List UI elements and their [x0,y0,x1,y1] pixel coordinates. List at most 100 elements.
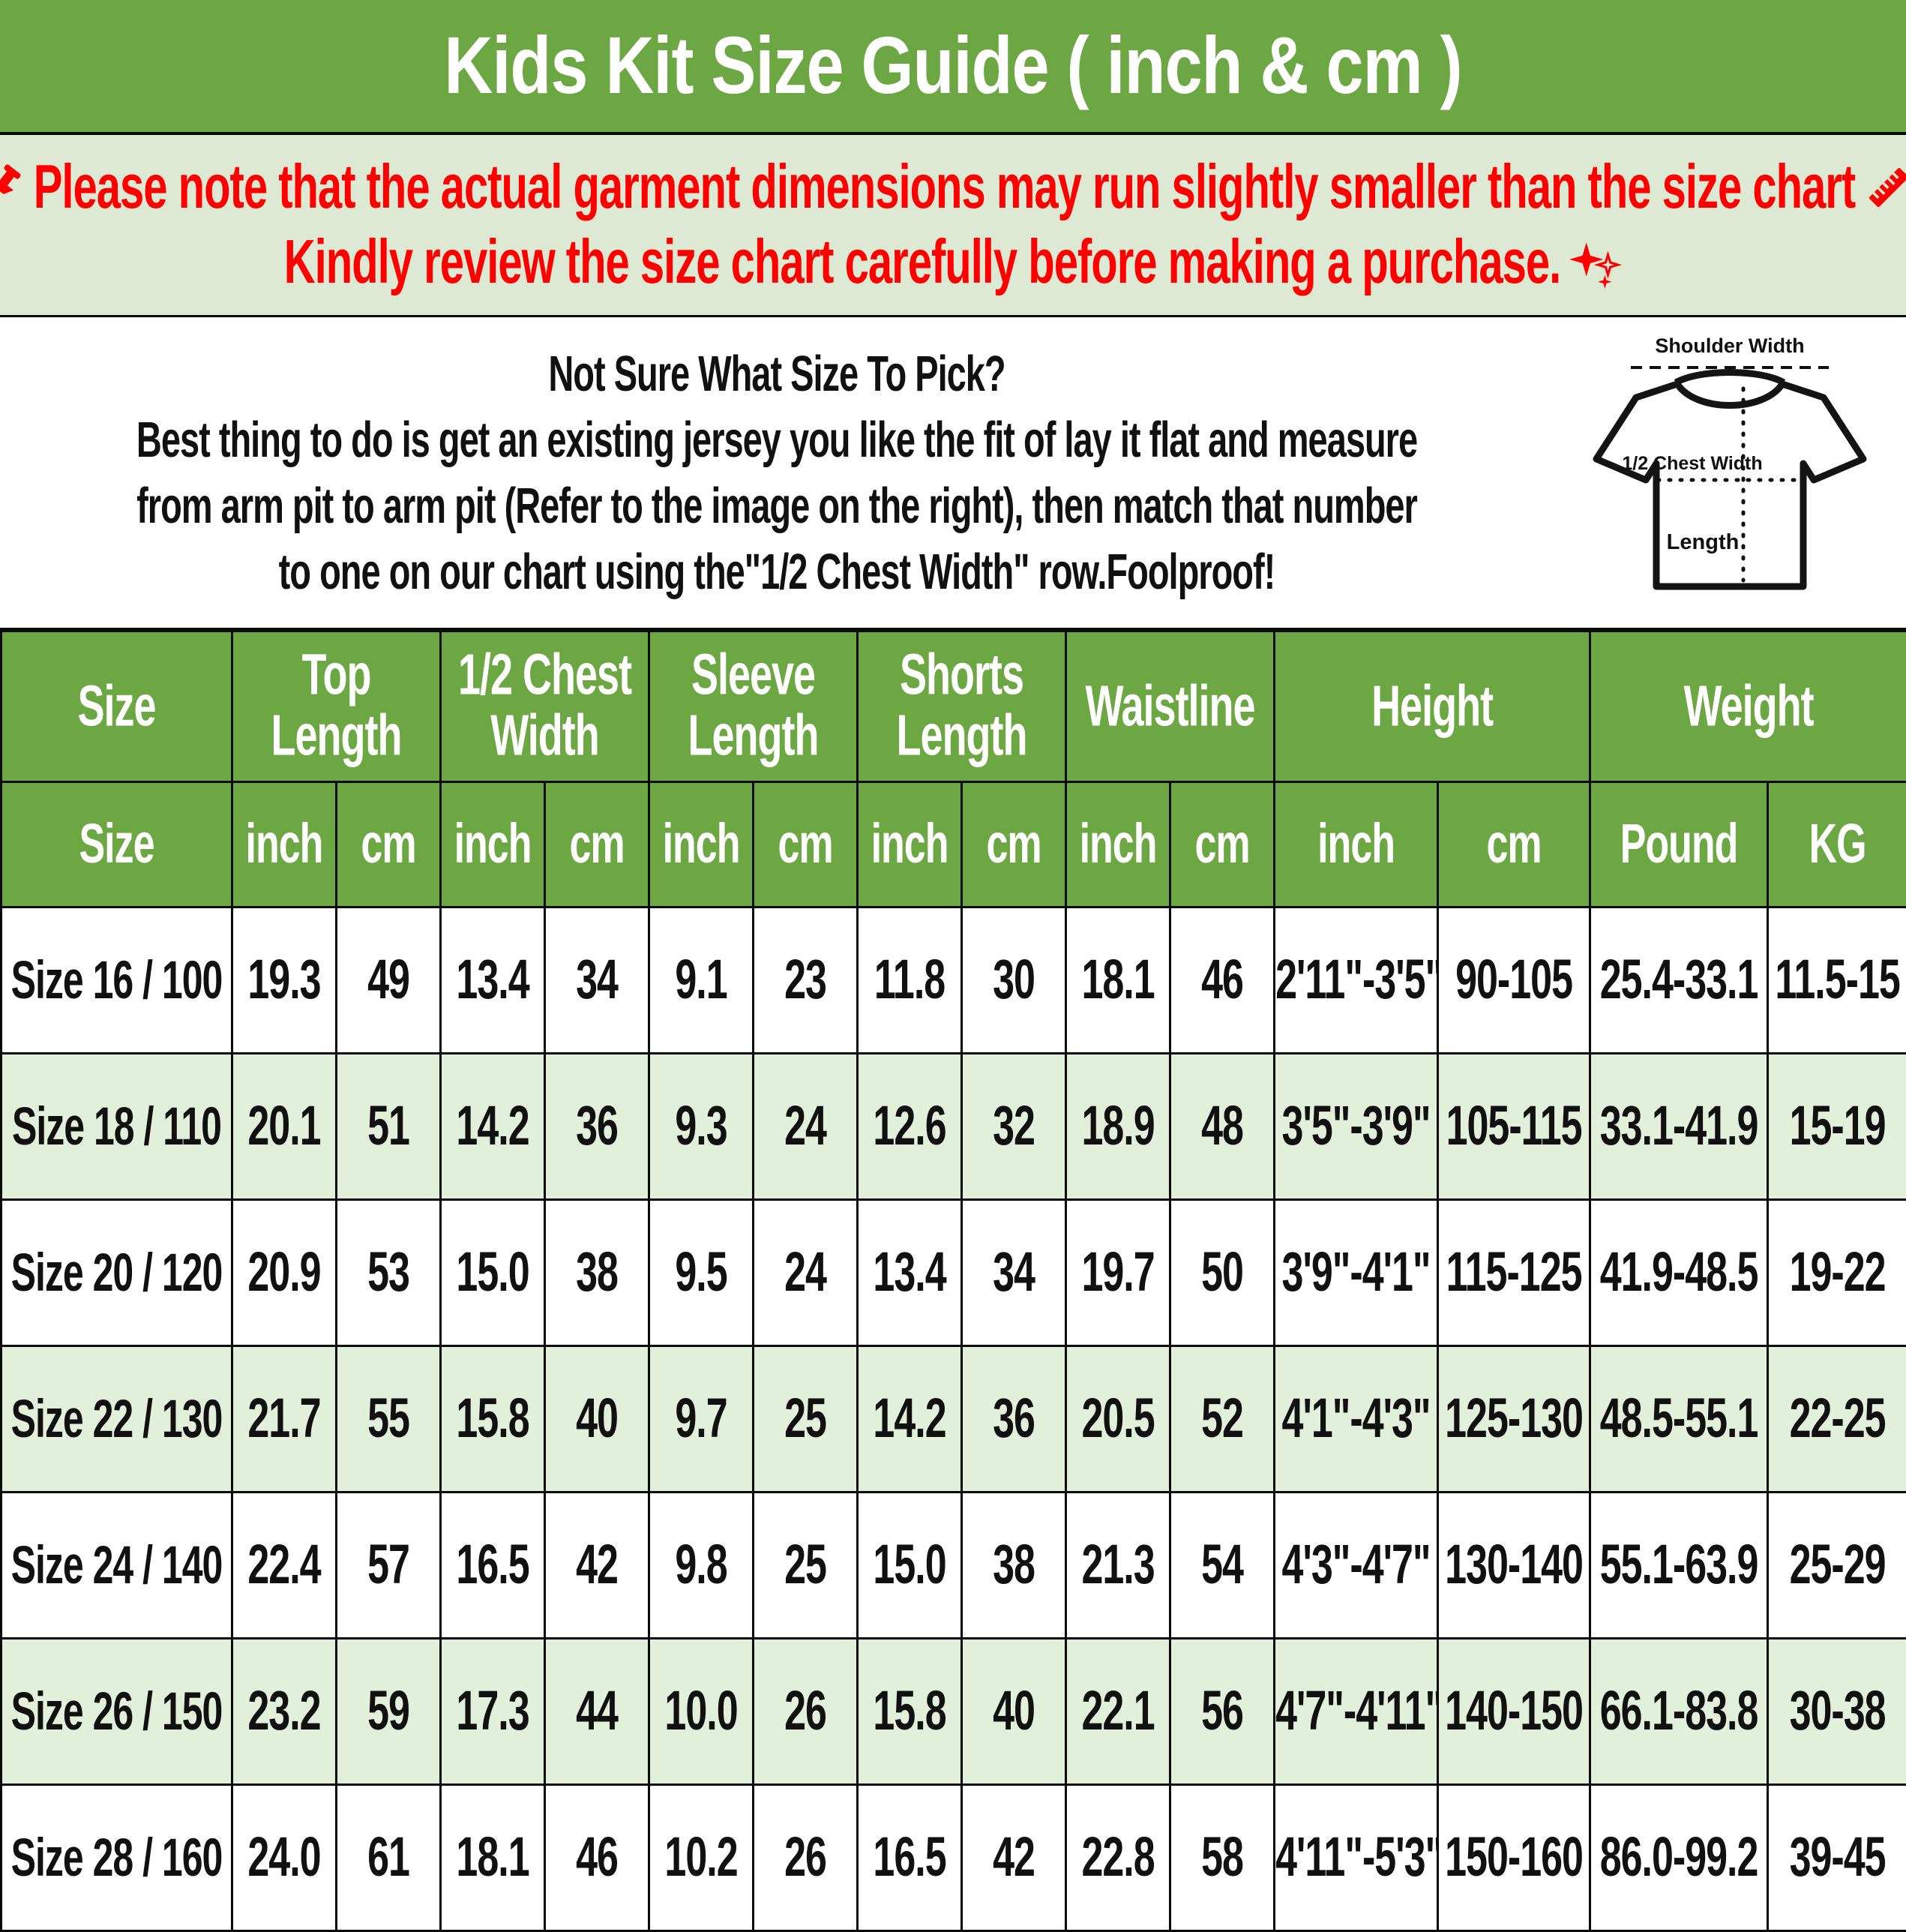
table-cell: 41.9-48.5 [1590,1200,1768,1346]
row-size-label: Size 26 / 150 [1,1639,232,1785]
row-size-label: Size 24 / 140 [1,1492,232,1639]
table-cell: 22.4 [232,1492,337,1639]
table-cell: 42 [962,1785,1066,1931]
table-cell: 20.9 [232,1200,337,1346]
intro-section: Not Sure What Size To Pick? Best thing t… [0,317,1906,630]
table-cell: 50 [1170,1200,1275,1346]
size-table: Size Top Length 1/2 Chest Width Sleeve L… [0,630,1906,1932]
table-cell: 9.8 [649,1492,754,1639]
unit-cm: cm [1170,782,1275,908]
intro-line: from arm pit to arm pit (Refer to the im… [22,472,1531,538]
table-cell: 19.3 [232,908,337,1054]
table-cell: 36 [545,1054,649,1200]
table-cell: 140-150 [1438,1639,1590,1785]
table-cell: 105-115 [1438,1054,1590,1200]
unit-inch: inch [232,782,337,908]
unit-cm: cm [962,782,1066,908]
table-cell: 17.3 [441,1639,545,1785]
header-weight: Weight [1590,632,1906,782]
header-top-length: Top Length [232,632,441,782]
table-cell: 24.0 [232,1785,337,1931]
table-cell: 25.4-33.1 [1590,908,1768,1054]
notice-banner: Please note that the actual garment dime… [0,135,1906,317]
table-cell: 13.4 [441,908,545,1054]
table-cell: 23.2 [232,1639,337,1785]
ruler-icon [1861,160,1906,215]
intro-line: Best thing to do is get an existing jers… [22,406,1531,472]
header-waistline: Waistline [1066,632,1275,782]
tshirt-collar [1676,373,1784,383]
tshirt-measure-illustration: Shoulder Width 1/2 Chest Width Length [1561,322,1899,622]
table-cell: 40 [962,1639,1066,1785]
table-cell: 20.5 [1066,1346,1170,1492]
title-bar: Kids Kit Size Guide ( inch & cm ) [0,0,1906,135]
table-cell: 38 [545,1200,649,1346]
table-cell: 58 [1170,1785,1275,1931]
tshirt-diagram: Shoulder Width 1/2 Chest Width Length [1554,317,1906,628]
unit-cm: cm [1438,782,1590,908]
intro-line: to one on our chart using the"1/2 Chest … [22,538,1531,604]
table-cell: 4'7"-4'11" [1275,1639,1438,1785]
page-title: Kids Kit Size Guide ( inch & cm ) [444,23,1461,108]
table-cell: 30-38 [1768,1639,1906,1785]
table-cell: 25 [754,1492,858,1639]
notice-line-1: Please note that the actual garment dime… [0,160,1906,215]
header-unit-row: Size inch cm inch cm inch cm inch cm inc… [1,782,1906,908]
table-cell: 34 [545,908,649,1054]
table-cell: 11.8 [858,908,962,1054]
table-cell: 15-19 [1768,1054,1906,1200]
unit-inch: inch [1275,782,1438,908]
unit-inch: inch [649,782,754,908]
row-size-label: Size 22 / 130 [1,1346,232,1492]
tshirt-outline [1596,384,1863,586]
table-cell: 21.7 [232,1346,337,1492]
table-cell: 34 [962,1200,1066,1346]
table-cell: 51 [337,1054,441,1200]
table-cell: 30 [962,908,1066,1054]
table-cell: 40 [545,1346,649,1492]
table-cell: 49 [337,908,441,1054]
table-cell: 24 [754,1200,858,1346]
notice-line-2: Kindly review the size chart carefully b… [284,235,1622,290]
table-cell: 32 [962,1054,1066,1200]
table-cell: 9.7 [649,1346,754,1492]
table-cell: 115-125 [1438,1200,1590,1346]
unit-inch: inch [1066,782,1170,908]
table-cell: 25 [754,1346,858,1492]
header-sleeve-length: Sleeve Length [649,632,858,782]
notice-text-1: Please note that the actual garment dime… [34,155,1855,220]
table-cell: 61 [337,1785,441,1931]
header-shorts-length: Shorts Length [858,632,1066,782]
table-cell: 48.5-55.1 [1590,1346,1768,1492]
table-cell: 4'3"-4'7" [1275,1492,1438,1639]
table-cell: 54 [1170,1492,1275,1639]
table-cell: 66.1-83.8 [1590,1639,1768,1785]
table-cell: 15.8 [441,1346,545,1492]
row-size-label: Size 20 / 120 [1,1200,232,1346]
table-cell: 19-22 [1768,1200,1906,1346]
table-cell: 21.3 [1066,1492,1170,1639]
row-size-label: Size 28 / 160 [1,1785,232,1931]
table-cell: 150-160 [1438,1785,1590,1931]
table-cell: 18.1 [441,1785,545,1931]
table-cell: 55 [337,1346,441,1492]
diagram-shoulder-label: Shoulder Width [1655,334,1804,357]
table-cell: 48 [1170,1054,1275,1200]
table-cell: 4'1"-4'3" [1275,1346,1438,1492]
table-cell: 25-29 [1768,1492,1906,1639]
table-cell: 9.1 [649,908,754,1054]
table-cell: 19.7 [1066,1200,1170,1346]
table-cell: 23 [754,908,858,1054]
table-cell: 9.5 [649,1200,754,1346]
table-cell: 33.1-41.9 [1590,1054,1768,1200]
table-cell: 22.1 [1066,1639,1170,1785]
table-cell: 125-130 [1438,1346,1590,1492]
table-cell: 26 [754,1639,858,1785]
unit-inch: inch [441,782,545,908]
